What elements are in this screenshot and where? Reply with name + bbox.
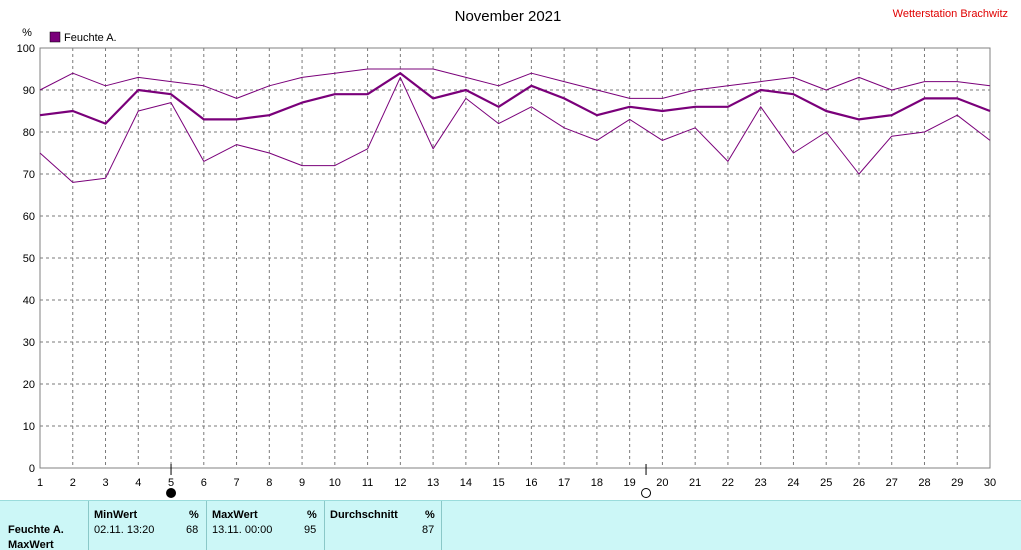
new-moon-icon: [641, 488, 652, 498]
avg-header: Durchschnitt: [330, 509, 398, 521]
x-tick-label: 10: [329, 477, 341, 489]
plot-frame: [39, 47, 991, 469]
chart-title: November 2021: [455, 8, 562, 25]
y-tick-label: 10: [23, 421, 35, 433]
y-tick-label: 50: [23, 253, 35, 265]
x-tick-label: 23: [755, 477, 767, 489]
x-tick-label: 29: [951, 477, 963, 489]
min-value: 68: [186, 524, 199, 536]
x-tick-label: 21: [689, 477, 701, 489]
stats-row-label-2: MaxWert: [8, 539, 54, 550]
y-tick-label: 20: [23, 379, 35, 391]
x-tick-label: 6: [201, 477, 207, 489]
x-tick-label: 18: [591, 477, 603, 489]
x-tick-label: 5: [168, 477, 174, 489]
x-tick-label: 25: [820, 477, 832, 489]
avg-unit: %: [425, 509, 435, 521]
max-unit: %: [307, 509, 317, 521]
x-tick-labels: 1 2 3 4 5 6 7 8 9 10 11 12 13 14 15 16 17 18 19 20 21 22 23 24 2…: [37, 477, 996, 489]
y-tick-label: 40: [23, 295, 35, 307]
series-lines: [39, 68, 991, 183]
x-tick-label: 9: [299, 477, 305, 489]
x-tick-label: 27: [886, 477, 898, 489]
y-tick-labels: 0 10 20 30 40 50 60 70 80 90 100: [17, 43, 35, 475]
x-tick-label: 16: [525, 477, 537, 489]
y-tick-label: 70: [23, 169, 35, 181]
x-tick-label: 7: [233, 477, 239, 489]
humidity-chart: November 2021 Wetterstation Brachwitz Fe…: [17, 8, 1008, 498]
full-moon-icon: [166, 488, 177, 498]
series-line-avg: [39, 72, 991, 125]
y-tick-label: 30: [23, 337, 35, 349]
x-tick-label: 15: [492, 477, 504, 489]
y-tick-label: 100: [17, 43, 35, 55]
statistics-panel: Feuchte A. MaxWert MinWert % 02.11. 13:2…: [0, 500, 1021, 550]
max-value: 95: [304, 524, 317, 536]
y-tick-label: 90: [23, 85, 35, 97]
legend-swatch: [49, 31, 61, 43]
x-tick-label: 26: [853, 477, 865, 489]
y-axis-unit: %: [22, 27, 32, 39]
y-tick-label: 80: [23, 127, 35, 139]
series-line-max: [39, 68, 991, 99]
x-tick-label: 22: [722, 477, 734, 489]
grid: [40, 48, 990, 468]
y-tick-label: 0: [29, 463, 35, 475]
station-name: Wetterstation Brachwitz: [893, 8, 1008, 20]
x-tick-label: 30: [984, 477, 996, 489]
legend-label: Feuchte A.: [64, 32, 117, 44]
x-tick-label: 24: [787, 477, 799, 489]
x-tick-label: 8: [266, 477, 272, 489]
x-tick-label: 14: [460, 477, 472, 489]
min-header: MinWert: [94, 509, 138, 521]
legend: Feuchte A.: [49, 31, 117, 44]
x-tick-label: 2: [70, 477, 76, 489]
x-tick-label: 1: [37, 477, 43, 489]
max-header: MaxWert: [212, 509, 258, 521]
x-tick-label: 17: [558, 477, 570, 489]
x-tick-label: 3: [102, 477, 108, 489]
x-tick-label: 4: [135, 477, 141, 489]
x-tick-label: 13: [427, 477, 439, 489]
x-tick-label: 20: [656, 477, 668, 489]
x-tick-label: 12: [394, 477, 406, 489]
max-time: 13.11. 00:00: [212, 524, 273, 536]
moon-phases: [166, 464, 652, 498]
x-tick-label: 11: [362, 477, 373, 489]
x-tick-label: 28: [918, 477, 930, 489]
avg-value: 87: [422, 524, 435, 536]
y-tick-label: 60: [23, 211, 35, 223]
x-tick-label: 19: [624, 477, 636, 489]
series-line-min: [39, 76, 991, 183]
min-unit: %: [189, 509, 199, 521]
min-time: 02.11. 13:20: [94, 524, 155, 536]
stats-row-label: Feuchte A.: [8, 524, 64, 536]
